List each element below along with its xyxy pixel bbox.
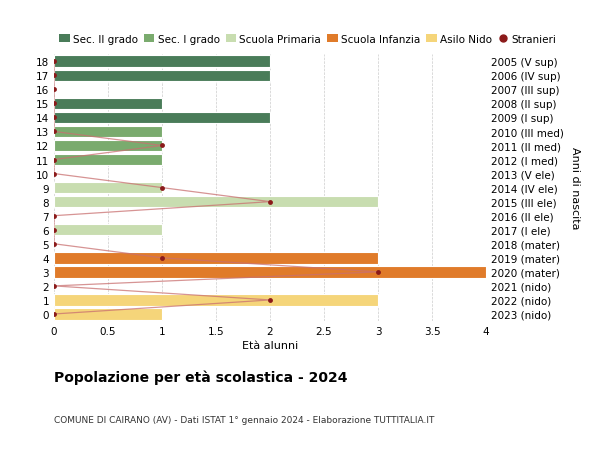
- Bar: [54, 112, 270, 124]
- Bar: [54, 196, 378, 208]
- Bar: [54, 182, 162, 194]
- Bar: [54, 154, 162, 166]
- Y-axis label: Anni di nascita: Anni di nascita: [571, 147, 580, 230]
- Bar: [54, 126, 162, 138]
- Bar: [54, 267, 486, 278]
- Bar: [54, 70, 270, 82]
- Bar: [54, 308, 162, 320]
- Legend: Sec. II grado, Sec. I grado, Scuola Primaria, Scuola Infanzia, Asilo Nido, Stran: Sec. II grado, Sec. I grado, Scuola Prim…: [59, 34, 557, 45]
- Bar: [54, 140, 162, 152]
- X-axis label: Età alunni: Età alunni: [242, 340, 298, 350]
- Bar: [54, 295, 378, 306]
- Text: COMUNE DI CAIRANO (AV) - Dati ISTAT 1° gennaio 2024 - Elaborazione TUTTITALIA.IT: COMUNE DI CAIRANO (AV) - Dati ISTAT 1° g…: [54, 415, 434, 424]
- Bar: [54, 252, 378, 264]
- Bar: [54, 224, 162, 236]
- Bar: [54, 98, 162, 110]
- Text: Popolazione per età scolastica - 2024: Popolazione per età scolastica - 2024: [54, 369, 347, 384]
- Bar: [54, 56, 270, 68]
